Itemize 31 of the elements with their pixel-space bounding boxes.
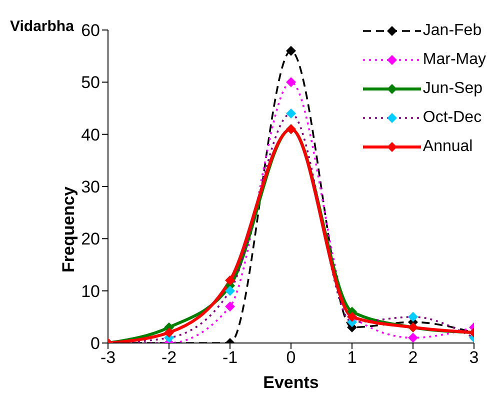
point	[408, 332, 418, 343]
legend-label: Oct-Dec	[422, 108, 482, 126]
x-axis-title: Events	[263, 373, 319, 392]
y-tick-label: 50	[81, 73, 100, 92]
x-tick-label: 3	[469, 348, 479, 368]
y-tick-label: 20	[81, 230, 100, 249]
x-tick-label: -2	[161, 348, 177, 368]
point	[286, 77, 296, 88]
point	[225, 275, 235, 286]
chart-title: Vidarbha	[10, 18, 74, 35]
x-tick-label: 2	[408, 348, 418, 368]
y-tick-label: 10	[81, 282, 100, 301]
y-tick-label: 0	[90, 334, 100, 354]
point	[408, 312, 418, 322]
point	[286, 46, 296, 56]
legend-label: Jan-Feb	[422, 22, 482, 40]
x-tick-label: -1	[222, 348, 238, 368]
y-axis-title: Frequency	[59, 186, 78, 272]
y-tick-label: 30	[81, 178, 100, 197]
point	[225, 286, 235, 296]
x-tick-label: 1	[347, 348, 357, 368]
legend-label: Jun-Sep	[422, 80, 482, 98]
legend-label: Annual	[422, 138, 473, 156]
legend-label: Mar-May	[422, 50, 486, 68]
point	[225, 301, 235, 312]
y-tick-label: 40	[81, 125, 100, 144]
x-tick-label: 0	[286, 348, 296, 368]
point	[164, 328, 174, 338]
y-tick-label: 60	[81, 21, 100, 40]
point	[286, 108, 296, 118]
x-tick-label: -3	[100, 348, 116, 368]
